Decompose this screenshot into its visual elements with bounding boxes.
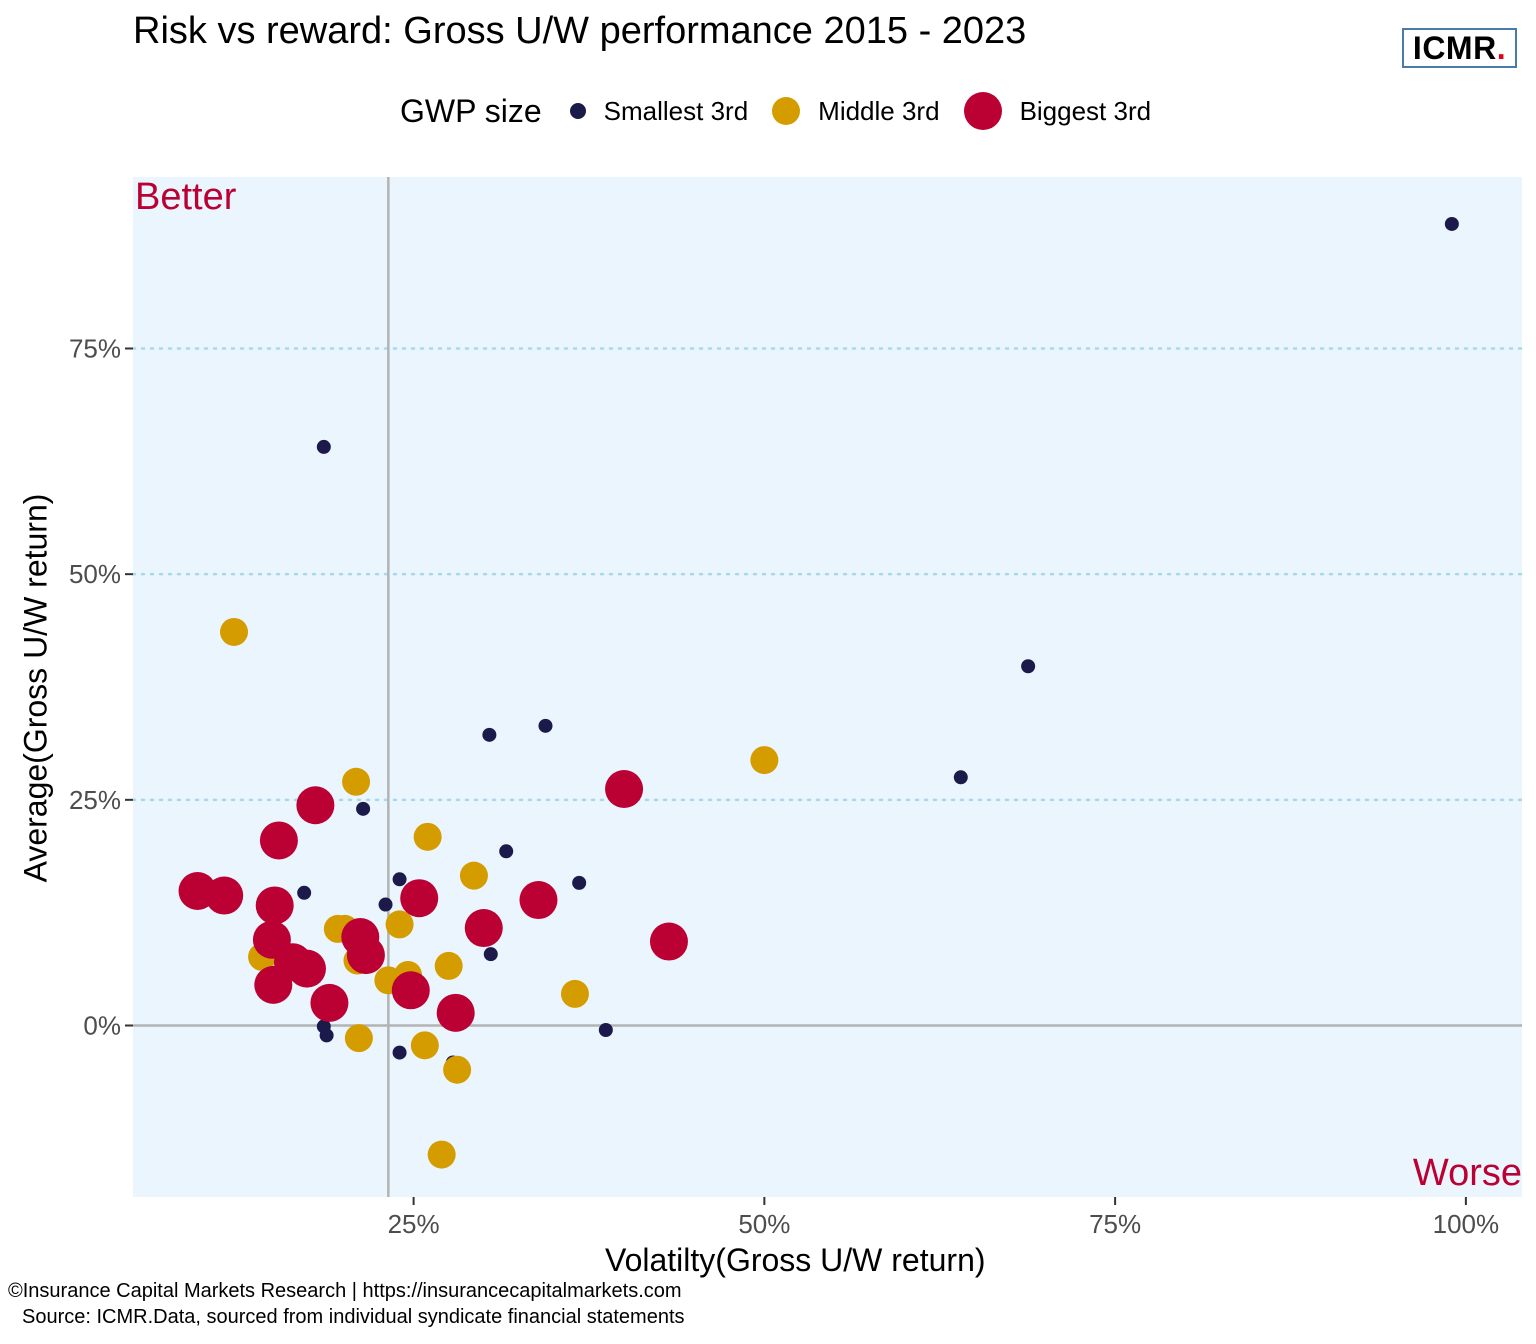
annotation-better: Better <box>135 176 237 218</box>
legend-item-middle: Middle 3rd <box>772 95 940 127</box>
point-biggest <box>649 922 688 961</box>
point-middle <box>342 767 371 796</box>
point-biggest <box>436 993 475 1032</box>
point-smallest <box>316 439 331 454</box>
point-biggest <box>254 965 293 1004</box>
point-middle <box>560 979 589 1008</box>
point-smallest <box>572 875 587 890</box>
point-smallest <box>538 718 553 733</box>
point-middle <box>443 1055 472 1084</box>
point-middle <box>750 746 779 775</box>
point-smallest <box>378 897 393 912</box>
point-smallest <box>953 770 968 785</box>
point-biggest <box>346 936 385 975</box>
legend-item-smallest: Smallest 3rd <box>569 95 749 127</box>
point-biggest <box>464 909 503 948</box>
legend-swatch-biggest <box>963 92 1002 130</box>
point-smallest <box>297 885 312 900</box>
point-biggest <box>287 949 326 988</box>
point-smallest <box>319 1028 334 1043</box>
point-smallest <box>499 844 514 859</box>
x-tick-label: 75% <box>1089 1209 1141 1239</box>
legend-label-biggest: Biggest 3rd <box>1019 95 1152 126</box>
point-smallest <box>1021 659 1036 674</box>
point-smallest <box>392 1045 407 1060</box>
point-middle <box>385 910 414 939</box>
point-middle <box>434 951 463 980</box>
point-smallest <box>482 727 497 742</box>
point-middle <box>427 1140 456 1169</box>
x-axis-title: Volatilty(Gross U/W return) <box>605 1242 986 1278</box>
point-biggest <box>296 786 335 825</box>
logo-text: ICMR <box>1412 30 1497 66</box>
point-biggest <box>205 876 244 915</box>
legend-label-smallest: Smallest 3rd <box>603 95 749 126</box>
footer-source: Source: ICMR.Data, sourced from individu… <box>22 1306 685 1328</box>
point-biggest <box>310 983 349 1022</box>
point-biggest <box>400 879 439 918</box>
legend: GWP size Smallest 3rd Middle 3rd Biggest… <box>400 86 1175 136</box>
y-tick-label: 50% <box>69 559 121 589</box>
point-biggest <box>391 971 430 1010</box>
point-smallest <box>598 1023 613 1038</box>
x-tick-label: 25% <box>388 1209 440 1239</box>
footer-copyright: ©Insurance Capital Markets Research | ht… <box>8 1280 682 1302</box>
y-tick-label: 25% <box>69 785 121 815</box>
chart-title: Risk vs reward: Gross U/W performance 20… <box>133 10 1027 52</box>
legend-label-middle: Middle 3rd <box>818 95 940 126</box>
point-smallest <box>392 872 407 887</box>
point-biggest <box>605 770 644 808</box>
point-middle <box>220 617 249 646</box>
point-biggest <box>259 821 298 860</box>
x-tick-label: 100% <box>1433 1209 1500 1239</box>
point-smallest <box>483 947 498 962</box>
plot-background <box>133 177 1522 1197</box>
point-middle <box>344 1024 373 1053</box>
point-smallest <box>356 801 371 816</box>
icmr-logo: ICMR. <box>1402 28 1517 68</box>
point-middle <box>459 861 488 890</box>
legend-title: GWP size <box>400 92 542 129</box>
legend-item-biggest: Biggest 3rd <box>963 92 1152 130</box>
point-biggest <box>519 881 558 920</box>
point-middle <box>410 1031 439 1060</box>
legend-swatch-smallest <box>569 103 586 119</box>
point-middle <box>413 822 442 851</box>
logo-dot: . <box>1496 30 1507 66</box>
legend-swatch-middle <box>772 97 801 125</box>
x-tick-label: 50% <box>738 1209 790 1239</box>
point-smallest <box>1444 216 1459 231</box>
y-tick-label: 0% <box>83 1010 121 1040</box>
point-biggest <box>255 886 294 925</box>
y-tick-label: 75% <box>69 334 121 364</box>
y-axis-title: Average(Gross U/W return) <box>17 493 54 883</box>
annotation-worse: Worse <box>1413 1152 1522 1194</box>
